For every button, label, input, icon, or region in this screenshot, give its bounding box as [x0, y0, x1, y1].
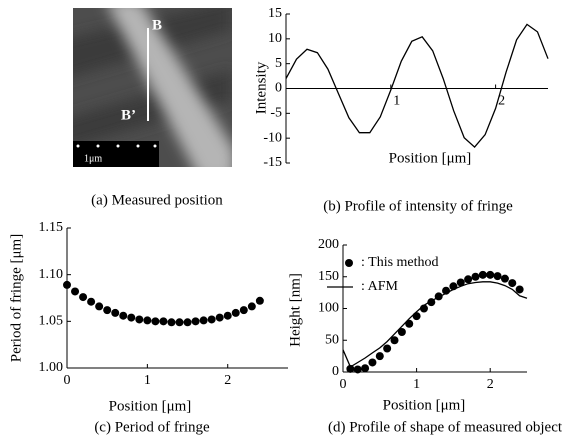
- y-tick-label: -10: [263, 130, 282, 145]
- y-tick-label: 100: [318, 301, 339, 316]
- y-tick-label: 1.15: [39, 220, 64, 235]
- caption: (a) Measured position: [91, 192, 223, 208]
- y-tick-label: 15: [268, 6, 282, 21]
- data-point: [103, 306, 112, 315]
- data-point: [111, 308, 120, 317]
- x-tick-label: 1: [144, 373, 151, 388]
- data-point: [191, 317, 200, 326]
- data-point: [383, 344, 392, 353]
- x-tick-label: 2: [498, 94, 505, 109]
- x-axis-label: Position [μm]: [389, 150, 472, 166]
- y-tick-label: -15: [263, 155, 282, 170]
- data-point: [515, 285, 524, 294]
- y-tick-label: -5: [270, 106, 282, 121]
- data-point: [500, 274, 509, 283]
- x-tick-label: 2: [487, 377, 494, 392]
- y-tick-label: 5: [275, 56, 282, 71]
- data-point: [95, 302, 104, 311]
- caption: (d) Profile of shape of measured object: [328, 419, 563, 435]
- data-point: [159, 317, 168, 326]
- y-tick-label: 10: [268, 31, 282, 46]
- x-tick-label: 1: [413, 377, 420, 392]
- legend-swatch: [345, 259, 353, 267]
- data-point: [353, 365, 362, 374]
- data-point: [63, 280, 71, 289]
- y-axis-label: Period of fringe [μm]: [8, 234, 24, 362]
- data-point: [239, 306, 248, 315]
- legend-label: : AFM: [361, 279, 399, 294]
- x-tick-label: 2: [224, 373, 231, 388]
- point-label: B: [152, 17, 162, 33]
- data-point: [405, 319, 414, 328]
- data-point: [175, 318, 184, 327]
- data-point: [127, 313, 136, 322]
- data-point: [223, 311, 232, 320]
- data-point: [397, 327, 406, 336]
- data-point: [199, 316, 208, 325]
- data-point: [215, 313, 224, 322]
- x-tick-label: 0: [64, 373, 71, 388]
- y-tick-label: 0: [332, 364, 339, 379]
- data-point: [456, 278, 465, 287]
- data-point: [143, 316, 152, 325]
- x-tick-label: 1: [393, 94, 400, 109]
- y-tick-label: 0: [275, 81, 282, 96]
- data-point: [493, 272, 502, 281]
- y-tick-label: 1.10: [39, 267, 64, 282]
- x-axis-label: Position [μm]: [109, 398, 192, 414]
- y-tick-label: 150: [318, 269, 339, 284]
- data-point: [87, 297, 96, 306]
- data-point: [361, 364, 370, 373]
- data-point: [390, 336, 399, 345]
- y-tick-label: 1.00: [39, 360, 64, 375]
- data-point: [207, 315, 216, 324]
- data-point: [79, 293, 88, 302]
- y-tick-label: 200: [318, 237, 339, 252]
- data-point: [486, 270, 495, 279]
- data-point: [231, 308, 240, 317]
- y-tick-label: 1.05: [39, 314, 64, 329]
- data-line: [342, 281, 528, 368]
- data-point: [71, 287, 80, 296]
- y-axis-label: Height [nm]: [287, 273, 303, 347]
- data-point: [135, 315, 144, 324]
- caption: (b) Profile of intensity of fringe: [323, 198, 513, 214]
- data-point: [368, 358, 377, 367]
- data-point: [471, 272, 480, 281]
- point-label: B’: [121, 107, 136, 123]
- y-axis-label: Intensity: [253, 61, 269, 114]
- data-point: [151, 317, 160, 326]
- x-axis-label: Position [μm]: [383, 397, 466, 413]
- data-point: [167, 318, 176, 327]
- data-point: [464, 275, 473, 284]
- data-point: [346, 364, 355, 373]
- data-point: [508, 279, 517, 288]
- data-point: [119, 311, 128, 320]
- data-point: [247, 302, 256, 311]
- caption: (c) Period of fringe: [94, 419, 210, 435]
- y-tick-label: 50: [325, 332, 339, 347]
- data-point: [183, 318, 192, 327]
- data-point: [478, 270, 487, 279]
- data-point: [375, 352, 384, 361]
- legend-label: : This method: [361, 255, 439, 270]
- micrograph: [73, 8, 232, 167]
- scale-label: 1μm: [84, 153, 102, 164]
- x-tick-label: 0: [340, 377, 347, 392]
- data-point: [412, 312, 421, 321]
- data-line: [285, 23, 549, 149]
- data-point: [255, 296, 264, 305]
